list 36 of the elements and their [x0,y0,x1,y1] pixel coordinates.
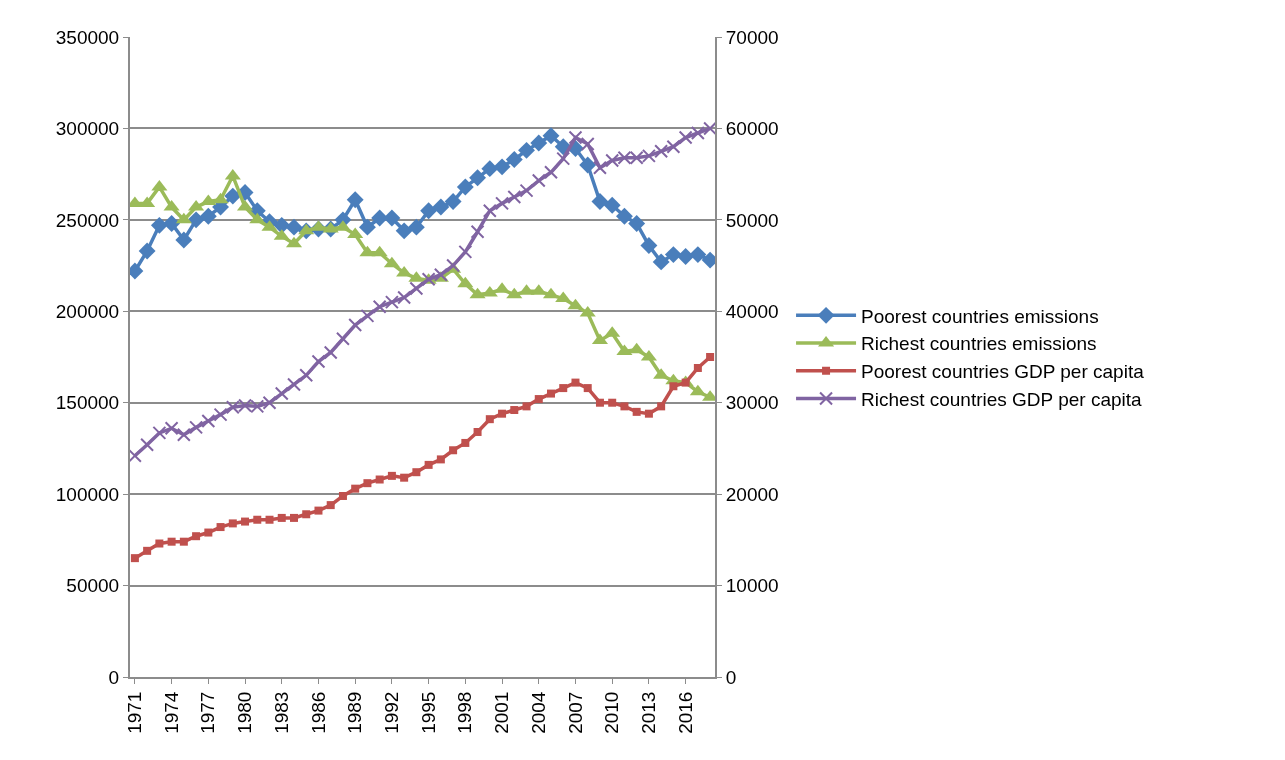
y-tick-label: 350000 [55,26,120,48]
x-tick-label: 1983 [270,691,292,734]
y-tick-label: 150000 [55,392,120,414]
x-tick-label: 2016 [674,691,696,734]
x-tick-label: 1992 [381,691,403,734]
x-tick-label: 1989 [344,691,366,734]
x-tick-label: 2004 [527,691,549,734]
y-tick-label: 200000 [55,300,120,322]
y2-tick-label: 20000 [725,483,779,505]
x-tick-label: 2010 [601,691,623,734]
x-tick-label: 2001 [491,691,513,734]
y-tick-label: 50000 [66,575,120,597]
x-tick-label: 1974 [160,691,182,734]
legend-label: Richest countries GDP per capita [861,388,1143,410]
legend-label: Poorest countries GDP per capita [861,361,1145,383]
x-tick-label: 1971 [124,691,146,734]
x-tick-label: 2013 [638,691,660,734]
x-tick-label: 1995 [417,691,439,734]
y2-tick-label: 70000 [725,26,779,48]
y2-tick-label: 40000 [725,300,779,322]
x-tick-label: 2007 [564,691,586,734]
x-tick-label: 1977 [197,691,219,734]
y2-tick-label: 10000 [725,575,779,597]
x-tick-label: 1998 [454,691,476,734]
x-tick-label: 1986 [307,691,329,734]
x-tick-label: 1980 [234,691,256,734]
y2-tick-label: 0 [725,666,737,688]
y-tick-label: 250000 [55,209,120,231]
y2-tick-label: 30000 [725,392,779,414]
legend-label: Poorest countries emissions [861,305,1099,327]
legend-label: Richest countries emissions [861,333,1097,355]
y2-tick-label: 60000 [725,118,779,140]
y-tick-label: 100000 [55,483,120,505]
y-tick-label: 0 [108,666,120,688]
y-tick-label: 300000 [55,118,120,140]
y2-tick-label: 50000 [725,209,779,231]
